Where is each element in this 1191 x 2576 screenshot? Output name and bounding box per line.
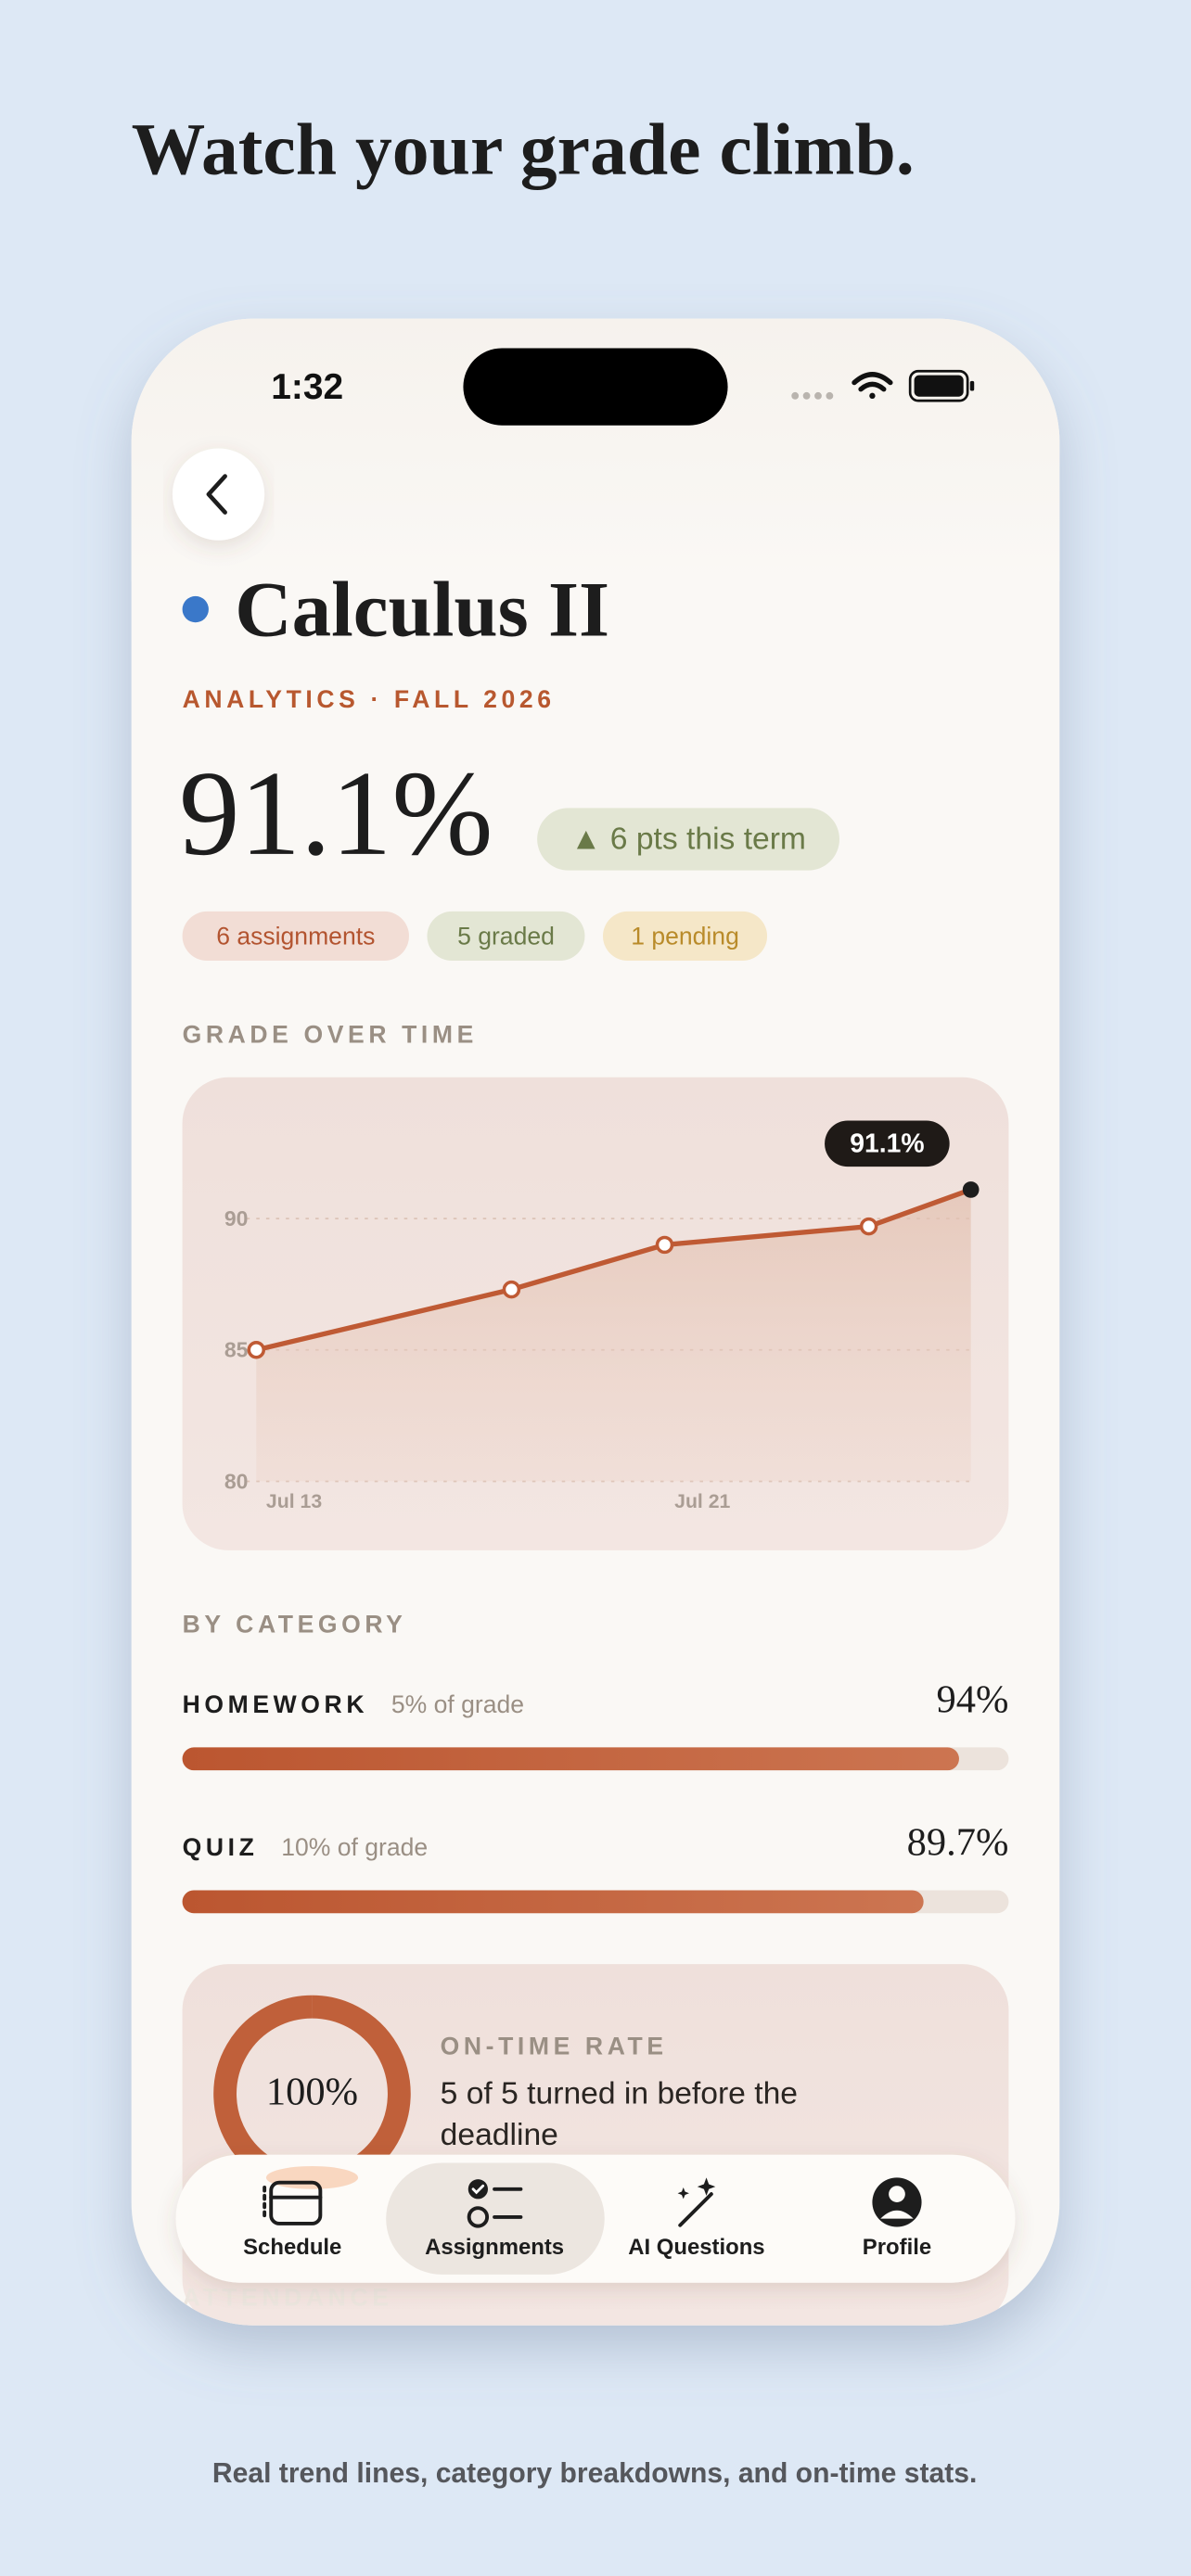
value-label-bg (825, 1120, 950, 1167)
grade: 91.1% (179, 746, 493, 881)
signal (791, 391, 834, 400)
change-text: ▲ 6 pts this term (570, 823, 806, 857)
chip-text: 5 graded (457, 922, 555, 950)
change-pill (537, 808, 839, 871)
category-label: HOMEWORK (183, 1690, 369, 1718)
on-time-text: 5 of 5 turned in before the deadline (440, 2077, 799, 2153)
battery (908, 369, 975, 402)
bar-chart: HOMEWORK 5% of grade 94% QUIZ 10% of grade 89… (182, 1677, 1009, 1914)
tab-icons (263, 2177, 922, 2228)
status-time: 1:32 (271, 367, 343, 407)
y-tick-label: 80 (224, 1469, 249, 1493)
x-tick-label: Jul 21 (674, 1490, 730, 1512)
y-tick-label: 90 (224, 1206, 249, 1231)
ring-glow (265, 2165, 359, 2189)
on-time-text-box: 5 of 5 turned in before the deadline (440, 2077, 799, 2153)
chip-text: 1 pending (631, 922, 739, 950)
category-note: 5% of grade (391, 1690, 524, 1718)
chart-title: GRADE OVER TIME (183, 1021, 478, 1049)
x-tick-label: Jul 13 (266, 1490, 322, 1512)
value-label: 94% (937, 1677, 1009, 1721)
tab-label[interactable]: Assignments (425, 2235, 564, 2260)
line-chart: 80 85 90 Jul 13 Jul 21 91.1% (224, 1120, 980, 1512)
dynamic-island (463, 348, 728, 426)
chip (602, 911, 768, 962)
area (256, 1189, 971, 1482)
ring-label: 100% (266, 2071, 358, 2114)
phone-screen: 1:32 Calculus II ANALYTICS · FALL 2026 9… (131, 318, 1060, 2326)
point (247, 1341, 266, 1359)
bar (182, 1890, 924, 1914)
back-button[interactable] (172, 448, 265, 541)
chip (427, 911, 585, 962)
point (502, 1280, 521, 1299)
course-name: Calculus II (235, 566, 609, 653)
category-label: QUIZ (183, 1833, 259, 1861)
chip (182, 911, 409, 962)
course-subtitle: ANALYTICS · FALL 2026 (183, 685, 556, 713)
course-dot (182, 595, 209, 623)
category-note: 10% of grade (281, 1833, 428, 1861)
next-section: ATTENDANCE (183, 2283, 393, 2311)
point (859, 1217, 878, 1236)
tab-label[interactable]: Schedule (243, 2235, 341, 2260)
wifi (852, 372, 893, 400)
y-tick-label: 85 (224, 1338, 249, 1362)
point (962, 1181, 980, 1198)
value-label: 91.1% (850, 1129, 924, 1159)
back-chevron (206, 474, 227, 515)
value-label: 89.7% (907, 1820, 1009, 1864)
on-time-title: ON-TIME RATE (441, 2032, 668, 2060)
bar (182, 1747, 959, 1771)
point (655, 1235, 674, 1255)
caption: Real trend lines, category breakdowns, a… (212, 2458, 977, 2489)
tab-label[interactable]: Profile (863, 2235, 931, 2260)
headline: Watch your grade climb. (132, 109, 915, 191)
tab-label[interactable]: AI Questions (628, 2235, 764, 2260)
chip-text: 6 assignments (216, 922, 375, 950)
section-title: BY CATEGORY (183, 1610, 407, 1638)
